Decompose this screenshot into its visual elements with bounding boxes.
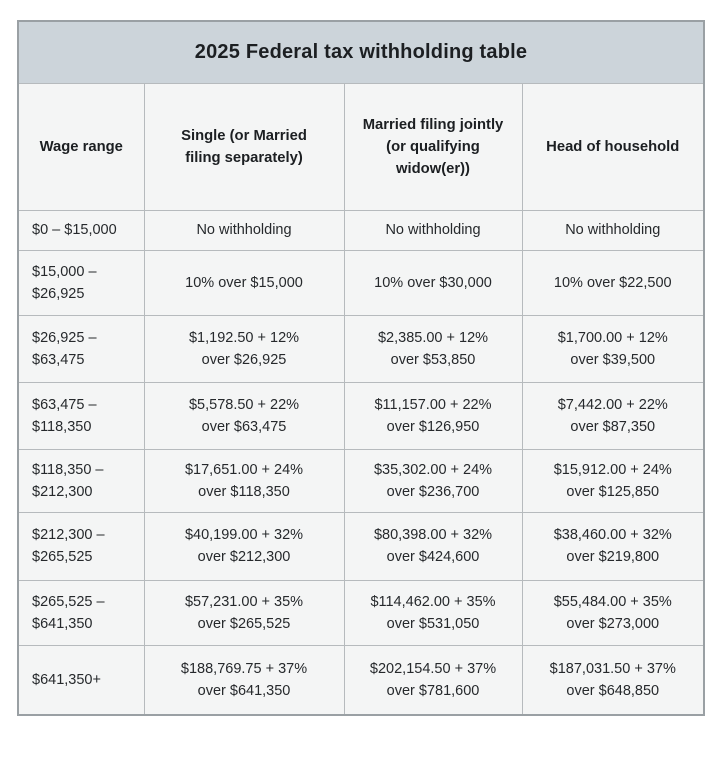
cell-married-jointly: $202,154.50 + 37% over $781,600: [343, 644, 523, 716]
cell-head-of-household: $38,460.00 + 32% over $219,800: [521, 511, 705, 581]
cell-wage-range: $641,350+: [17, 644, 145, 716]
tax-withholding-table: 2025 Federal tax withholding table Wage …: [17, 20, 705, 716]
cell-head-of-household: $55,484.00 + 35% over $273,000: [521, 579, 705, 646]
cell-head-of-household: No withholding: [521, 209, 705, 251]
cell-head-of-household: $7,442.00 + 22% over $87,350: [521, 381, 705, 450]
cell-head-of-household: $1,700.00 + 12% over $39,500: [521, 314, 705, 383]
cell-single: $1,192.50 + 12% over $26,925: [143, 314, 345, 383]
column-header-single: Single (or Married filing separately): [143, 82, 345, 211]
table-row: $0 – $15,000 No withholding No withholdi…: [17, 209, 705, 251]
cell-wage-range: $63,475 – $118,350: [17, 381, 145, 450]
column-header-head-of-household: Head of household: [521, 82, 705, 211]
cell-single: 10% over $15,000: [143, 249, 345, 316]
cell-head-of-household: $187,031.50 + 37% over $648,850: [521, 644, 705, 716]
table-row: $26,925 – $63,475 $1,192.50 + 12% over $…: [17, 314, 705, 383]
table-row: $118,350 – $212,300 $17,651.00 + 24% ove…: [17, 448, 705, 513]
table-header-row: Wage range Single (or Married filing sep…: [17, 82, 705, 211]
cell-single: No withholding: [143, 209, 345, 251]
column-header-married-jointly: Married filing jointly (or qualifying wi…: [343, 82, 523, 211]
cell-single: $5,578.50 + 22% over $63,475: [143, 381, 345, 450]
cell-wage-range: $265,525 – $641,350: [17, 579, 145, 646]
cell-wage-range: $118,350 – $212,300: [17, 448, 145, 513]
table-row: $15,000 – $26,925 10% over $15,000 10% o…: [17, 249, 705, 316]
cell-married-jointly: $80,398.00 + 32% over $424,600: [343, 511, 523, 581]
table-title-row: 2025 Federal tax withholding table: [17, 20, 705, 84]
cell-head-of-household: $15,912.00 + 24% over $125,850: [521, 448, 705, 513]
cell-head-of-household: 10% over $22,500: [521, 249, 705, 316]
column-header-wage-range: Wage range: [17, 82, 145, 211]
cell-wage-range: $26,925 – $63,475: [17, 314, 145, 383]
cell-married-jointly: No withholding: [343, 209, 523, 251]
cell-wage-range: $212,300 – $265,525: [17, 511, 145, 581]
cell-wage-range: $15,000 – $26,925: [17, 249, 145, 316]
cell-wage-range: $0 – $15,000: [17, 209, 145, 251]
cell-married-jointly: $35,302.00 + 24% over $236,700: [343, 448, 523, 513]
table-row: $63,475 – $118,350 $5,578.50 + 22% over …: [17, 381, 705, 450]
table-row: $212,300 – $265,525 $40,199.00 + 32% ove…: [17, 511, 705, 581]
cell-single: $40,199.00 + 32% over $212,300: [143, 511, 345, 581]
cell-married-jointly: $2,385.00 + 12% over $53,850: [343, 314, 523, 383]
table-row: $641,350+ $188,769.75 + 37% over $641,35…: [17, 644, 705, 716]
cell-single: $17,651.00 + 24% over $118,350: [143, 448, 345, 513]
table-row: $265,525 – $641,350 $57,231.00 + 35% ove…: [17, 579, 705, 646]
cell-married-jointly: $114,462.00 + 35% over $531,050: [343, 579, 523, 646]
table-title: 2025 Federal tax withholding table: [17, 20, 705, 84]
cell-single: $57,231.00 + 35% over $265,525: [143, 579, 345, 646]
cell-married-jointly: 10% over $30,000: [343, 249, 523, 316]
cell-married-jointly: $11,157.00 + 22% over $126,950: [343, 381, 523, 450]
cell-single: $188,769.75 + 37% over $641,350: [143, 644, 345, 716]
